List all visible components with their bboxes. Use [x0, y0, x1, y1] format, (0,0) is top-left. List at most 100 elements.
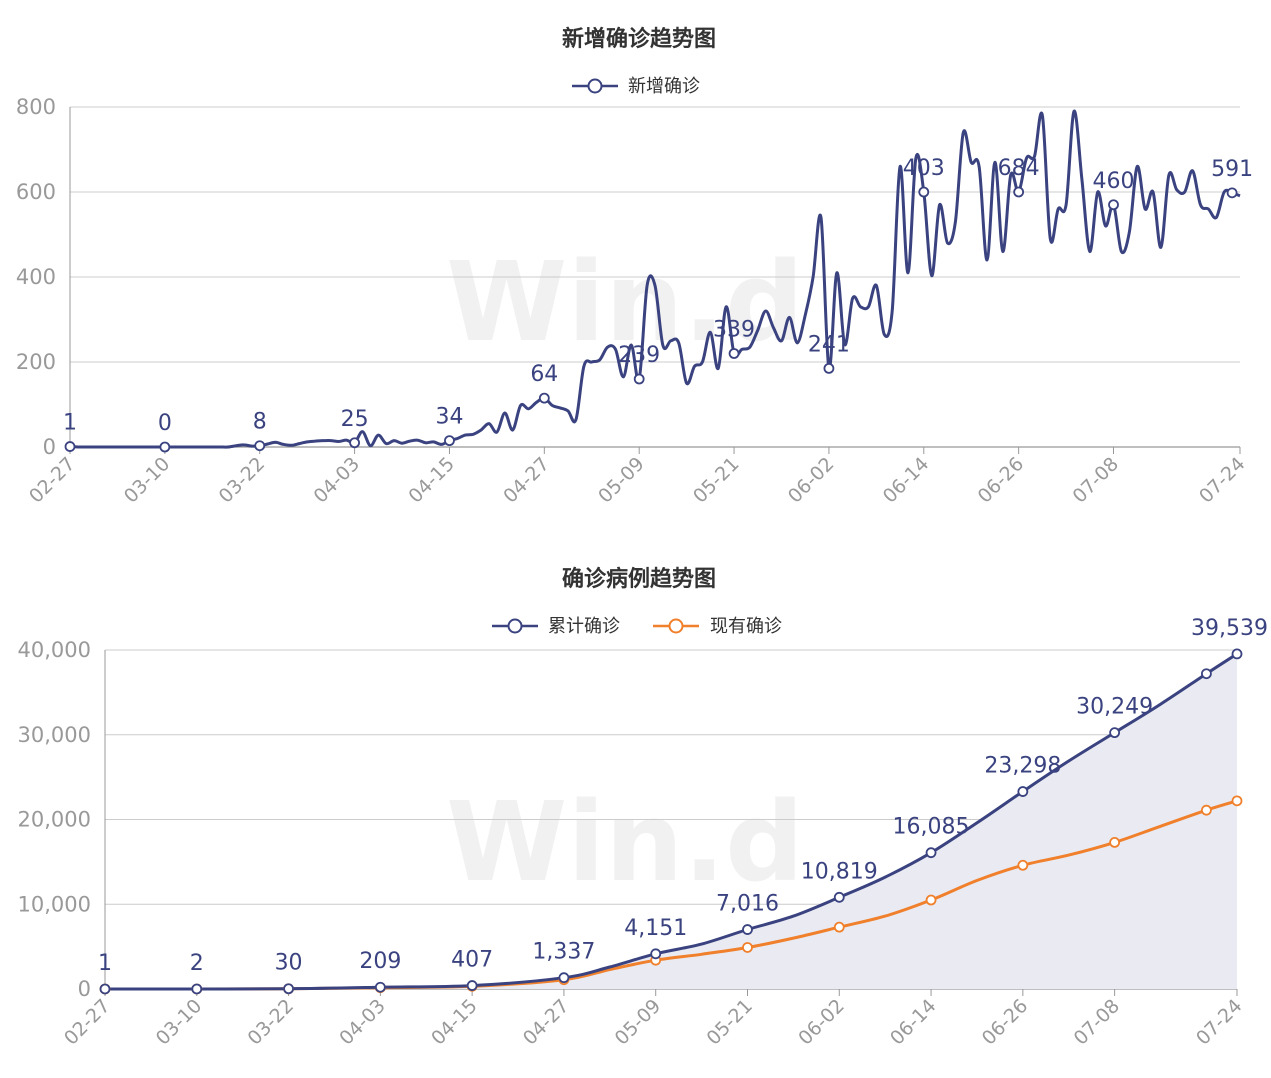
cumulative-cases-point[interactable]	[283, 983, 294, 995]
cumulative-cases-point-label: 407	[451, 948, 493, 973]
new-cases-point-label: 460	[1093, 169, 1135, 194]
new-cases-point-label: 25	[341, 407, 369, 432]
new-cases-point-label: 339	[713, 318, 755, 343]
chart1-legend-marker	[587, 78, 603, 94]
new-cases-point[interactable]	[1013, 186, 1025, 198]
cumulative-cases-point[interactable]	[1017, 786, 1029, 797]
c2-y-tick-label: 30,000	[18, 723, 91, 747]
new-cases-point[interactable]	[64, 441, 76, 452]
new-cases-point-label: 684	[998, 156, 1040, 181]
c2-x-tick-label: 06-14	[886, 995, 941, 1050]
cumulative-cases-point-label: 30	[275, 951, 303, 976]
cumulative-cases-point[interactable]	[925, 847, 937, 859]
c1-x-tick-label: 04-03	[310, 453, 365, 508]
chart2-legend-marker-cumulative	[507, 618, 523, 634]
chart2-legend-cumulative[interactable]: 累计确诊	[492, 616, 620, 637]
new-cases-point[interactable]	[538, 392, 550, 404]
new-cases-point-label: 1	[63, 411, 77, 436]
new-cases-point-label: 8	[253, 410, 267, 435]
cumulative-cases-point[interactable]	[191, 983, 203, 995]
cumulative-cases-point[interactable]	[650, 948, 662, 960]
new-cases-point[interactable]	[349, 437, 360, 449]
c2-x-tick-label: 07-24	[1192, 995, 1247, 1050]
c1-x-tick-label: 02-27	[25, 453, 80, 508]
chart2-legend-marker-current	[668, 618, 684, 634]
cumulative-cases-point-label: 23,298	[984, 754, 1061, 779]
chart2-legend-label-cumulative: 累计确诊	[548, 616, 620, 637]
new-cases-point[interactable]	[254, 440, 266, 452]
c2-y-tick-label: 20,000	[18, 808, 91, 832]
current-cases-point[interactable]	[925, 894, 937, 906]
total-cases-chart: 确诊病例趋势图 累计确诊 现有确诊 Win.d 0 10,000 20,000 30,…	[18, 566, 1268, 1050]
c1-y-tick-label: 400	[16, 265, 56, 289]
c2-x-tick-label: 04-03	[335, 995, 390, 1050]
cumulative-cases-point-label: 2	[190, 951, 204, 976]
cumulative-cases-point[interactable]	[466, 980, 478, 991]
current-cases-point[interactable]	[833, 921, 845, 933]
chart2-legend-label-current: 现有确诊	[710, 616, 782, 637]
c2-x-tick-label: 05-09	[611, 995, 666, 1050]
chart1-title: 新增确诊趋势图	[562, 26, 716, 52]
cumulative-cases-point[interactable]	[1109, 727, 1121, 739]
c1-x-tick-label: 03-22	[215, 453, 270, 508]
cumulative-cases-point[interactable]	[742, 924, 753, 935]
cumulative-cases-point-label: 7,016	[716, 892, 779, 917]
cumulative-cases-point-label: 1	[98, 951, 112, 976]
c1-y-tick-label: 0	[43, 435, 56, 459]
cumulative-cases-point[interactable]	[558, 972, 570, 984]
new-cases-point[interactable]	[728, 348, 740, 359]
c1-y-tick-label: 800	[16, 95, 56, 119]
chart1-legend-label: 新增确诊	[628, 76, 700, 97]
new-cases-point-label: 241	[808, 332, 850, 357]
c2-x-tick-label: 04-15	[427, 995, 482, 1050]
new-cases-point-label: 0	[158, 411, 172, 436]
new-cases-point[interactable]	[633, 373, 645, 385]
c2-x-tick-label: 05-21	[702, 995, 757, 1050]
c1-x-tick-label: 06-02	[784, 453, 839, 508]
chart2-legend-current[interactable]: 现有确诊	[653, 616, 782, 637]
new-cases-point[interactable]	[823, 362, 835, 374]
chart2-title: 确诊病例趋势图	[562, 566, 716, 592]
cumulative-area	[105, 653, 1237, 989]
current-cases-point[interactable]	[1109, 836, 1121, 848]
c1-x-tick-label: 05-21	[689, 453, 744, 508]
c2-y-tick-label: 10,000	[18, 892, 91, 916]
cumulative-cases-point-label: 16,085	[893, 815, 970, 840]
cumulative-cases-point[interactable]	[374, 981, 386, 993]
c1-x-tick-label: 04-15	[404, 453, 459, 508]
cumulative-cases-point-label: 209	[359, 949, 401, 974]
c1-x-tick-label: 04-27	[499, 453, 554, 508]
c2-x-tick-label: 06-02	[794, 995, 849, 1050]
new-cases-point-label: 64	[530, 362, 558, 387]
new-cases-point[interactable]	[918, 186, 930, 198]
current-cases-point[interactable]	[742, 942, 753, 953]
new-cases-point[interactable]	[159, 441, 171, 453]
new-cases-point[interactable]	[444, 435, 455, 447]
new-cases-line[interactable]	[69, 109, 1241, 449]
cumulative-cases-point[interactable]	[833, 891, 845, 903]
cumulative-cases-point[interactable]	[99, 983, 111, 995]
chart1-legend[interactable]: 新增确诊	[572, 76, 700, 97]
new-cases-point[interactable]	[1108, 199, 1119, 211]
c2-x-tick-label: 07-08	[1070, 995, 1125, 1050]
c2-y-tick-label: 40,000	[18, 638, 91, 662]
c1-x-tick-label: 07-08	[1068, 453, 1123, 508]
current-cases-point[interactable]	[1231, 795, 1243, 807]
c2-x-tick-label: 02-27	[60, 995, 115, 1050]
cumulative-cases-point[interactable]	[1231, 648, 1243, 660]
new-cases-point-label: 239	[618, 343, 660, 368]
cumulative-cases-point-label: 4,151	[624, 916, 687, 941]
cumulative-cases-point[interactable]	[1201, 668, 1212, 680]
new-cases-point-label: 591	[1211, 157, 1253, 182]
cumulative-cases-point-label: 10,819	[801, 859, 878, 884]
chart1-watermark: Win.d	[446, 238, 804, 366]
new-cases-point[interactable]	[1226, 187, 1238, 199]
cumulative-cases-point-label: 39,539	[1191, 616, 1268, 641]
c2-x-tick-label: 03-22	[244, 995, 299, 1050]
c1-y-tick-label: 600	[16, 180, 56, 204]
current-cases-point[interactable]	[1201, 804, 1212, 816]
c2-x-tick-label: 04-27	[519, 995, 574, 1050]
current-cases-point[interactable]	[1017, 859, 1029, 871]
new-cases-point-label: 34	[435, 405, 463, 430]
